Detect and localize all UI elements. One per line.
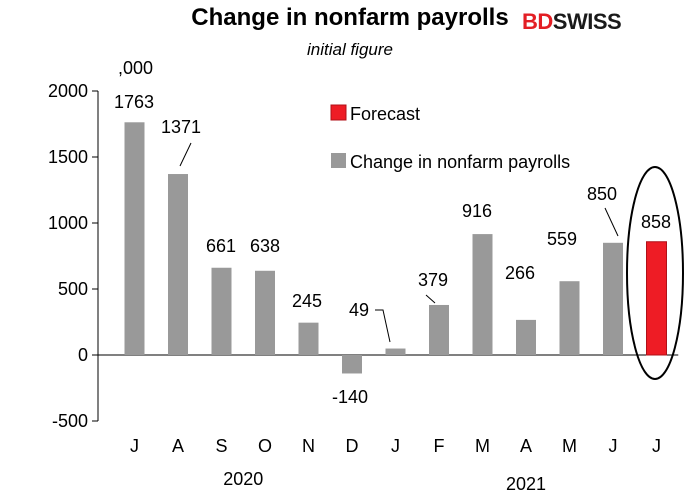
brand-logo: BDSWISS	[522, 9, 622, 35]
payroll-bar	[211, 267, 232, 355]
legend-swatch-forecast	[330, 104, 347, 121]
x-category-label: O	[258, 436, 272, 456]
data-label: 850	[587, 184, 617, 204]
leader-line	[375, 309, 391, 343]
y-tick-label: 0	[78, 345, 88, 365]
payroll-bar	[559, 281, 580, 355]
payroll-bar	[472, 234, 493, 355]
x-category-label: M	[475, 436, 490, 456]
y-tick-label: 1500	[48, 147, 88, 167]
data-label: 559	[547, 229, 577, 249]
x-category-label: J	[391, 436, 400, 456]
payroll-bar	[429, 304, 449, 355]
y-tick-label: 500	[58, 279, 88, 299]
x-category-label: A	[520, 436, 532, 456]
legend-swatch-payrolls	[331, 153, 346, 168]
forecast-bar	[646, 241, 667, 356]
data-label: 245	[292, 291, 322, 311]
data-label: 661	[206, 236, 236, 256]
logo-bd: BD	[522, 9, 553, 34]
y-tick-label: 2000	[48, 81, 88, 101]
x-category-label: D	[346, 436, 359, 456]
data-label: 266	[505, 263, 535, 283]
payroll-bar	[124, 122, 145, 355]
logo-swiss: SWISS	[552, 9, 622, 34]
data-label: -140	[332, 387, 368, 407]
payroll-bar	[298, 322, 319, 355]
x-category-label: N	[302, 436, 315, 456]
x-category-label: J	[609, 436, 618, 456]
x-category-label: S	[215, 436, 227, 456]
highlight-ellipse	[626, 166, 684, 380]
data-label: 858	[641, 212, 671, 232]
x-category-label: J	[130, 436, 139, 456]
y-tick-label: -500	[52, 411, 88, 431]
payroll-bar	[168, 174, 188, 355]
data-label: 1371	[161, 117, 201, 137]
year-label: 2020	[223, 469, 263, 489]
data-label: 379	[418, 270, 448, 290]
chart-title: Change in nonfarm payrolls	[191, 4, 509, 31]
x-category-label: J	[652, 436, 661, 456]
leader-line	[425, 294, 436, 304]
payroll-bar	[516, 319, 536, 355]
legend-label-forecast: Forecast	[350, 104, 420, 124]
data-label: 916	[462, 201, 492, 221]
chart-subtitle: initial figure	[307, 40, 393, 59]
payroll-bar	[342, 355, 362, 374]
x-category-label: A	[172, 436, 184, 456]
data-label: 638	[250, 236, 280, 256]
leader-line	[179, 142, 192, 167]
data-label: 49	[349, 300, 369, 320]
leader-line	[604, 207, 619, 237]
y-unit-label: ,000	[118, 58, 154, 78]
payroll-bar	[255, 270, 275, 355]
data-label: 1763	[114, 92, 154, 112]
y-tick-label: 1000	[48, 213, 88, 233]
x-category-label: F	[434, 436, 445, 456]
payroll-bar	[385, 348, 406, 355]
x-category-label: M	[562, 436, 577, 456]
year-label: 2021	[506, 474, 546, 494]
legend-label-payrolls: Change in nonfarm payrolls	[350, 152, 570, 172]
payroll-bar	[603, 242, 623, 355]
